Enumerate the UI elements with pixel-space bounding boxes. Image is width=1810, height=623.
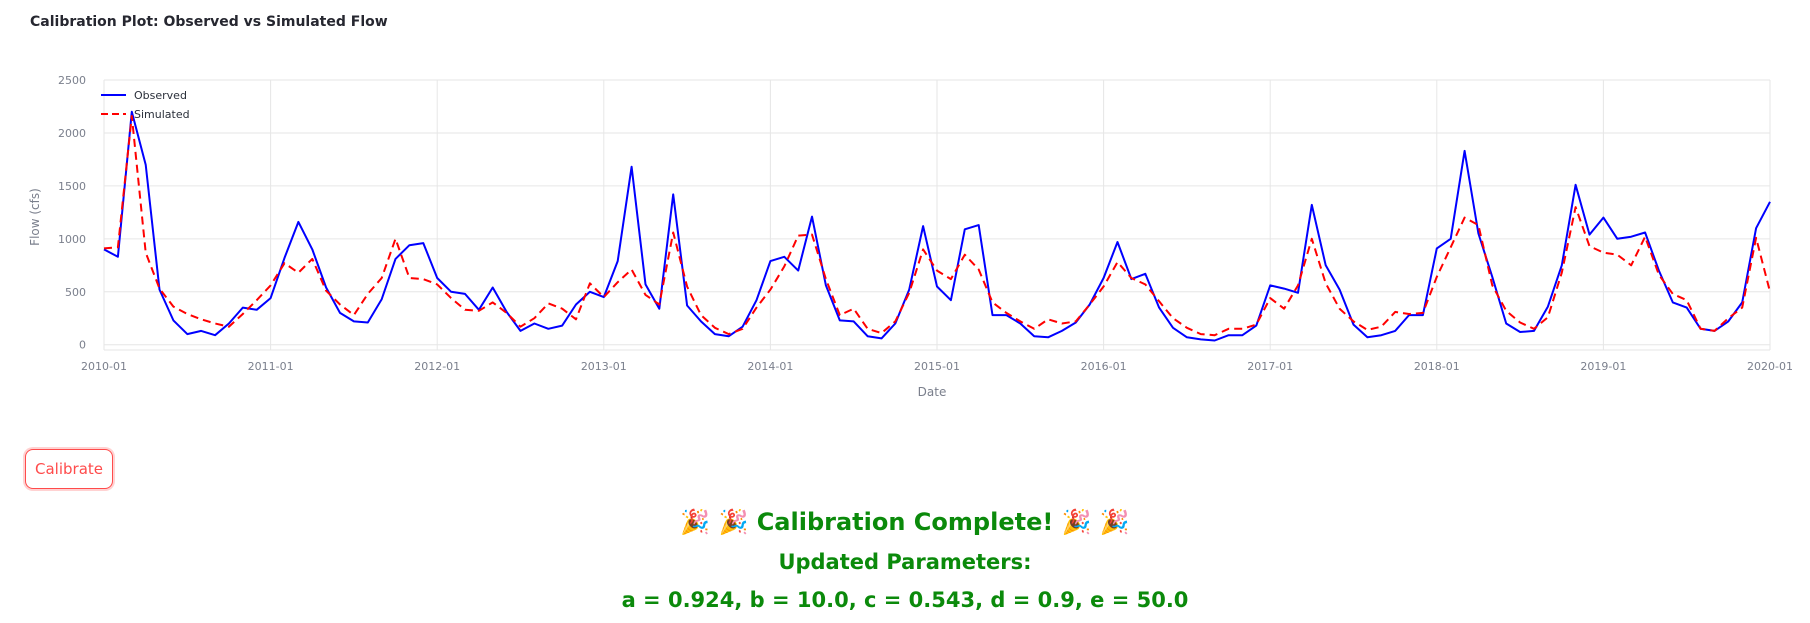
x-tick-label: 2011-01 bbox=[248, 360, 294, 373]
updated-parameters-heading: Updated Parameters: bbox=[778, 550, 1032, 574]
y-axis-ticks: 0 500 1000 1500 2000 2500 bbox=[58, 74, 86, 352]
y-tick-label: 500 bbox=[65, 286, 86, 299]
x-tick-label: 2020-01 bbox=[1747, 360, 1793, 373]
x-tick-label: 2015-01 bbox=[914, 360, 960, 373]
x-tick-label: 2014-01 bbox=[747, 360, 793, 373]
chart-grid bbox=[103, 79, 1771, 351]
x-tick-label: 2017-01 bbox=[1247, 360, 1293, 373]
y-tick-label: 1000 bbox=[58, 233, 86, 246]
legend-label-simulated: Simulated bbox=[134, 108, 190, 121]
x-axis-ticks: 2010-01 2011-01 2012-01 2013-01 2014-01 2015-… bbox=[81, 360, 1793, 373]
series-line-simulated bbox=[103, 115, 1771, 337]
calibration-complete-message: 🎉 🎉 Calibration Complete! 🎉 🎉 bbox=[680, 508, 1130, 536]
y-tick-label: 2500 bbox=[58, 74, 86, 87]
x-tick-label: 2010-01 bbox=[81, 360, 127, 373]
y-axis-label: Flow (cfs) bbox=[28, 188, 42, 246]
calibrate-button[interactable]: Calibrate bbox=[25, 449, 113, 489]
parameters-values: a = 0.924, b = 10.0, c = 0.543, d = 0.9,… bbox=[621, 588, 1189, 612]
x-tick-label: 2018-01 bbox=[1414, 360, 1460, 373]
x-tick-label: 2013-01 bbox=[581, 360, 627, 373]
flow-chart: 0 500 1000 1500 2000 2500 2010-01 2011-01 2012-… bbox=[28, 74, 1793, 399]
y-tick-label: 1500 bbox=[58, 180, 86, 193]
series-line-observed bbox=[103, 110, 1771, 342]
y-tick-label: 2000 bbox=[58, 127, 86, 140]
chart-lines bbox=[103, 110, 1771, 342]
legend-label-observed: Observed bbox=[134, 89, 187, 102]
y-tick-label: 0 bbox=[79, 339, 86, 352]
chart-legend: Observed Simulated bbox=[101, 89, 190, 121]
x-tick-label: 2012-01 bbox=[414, 360, 460, 373]
x-axis-label: Date bbox=[918, 385, 947, 399]
x-tick-label: 2019-01 bbox=[1580, 360, 1626, 373]
chart-title: Calibration Plot: Observed vs Simulated … bbox=[30, 14, 388, 30]
x-tick-label: 2016-01 bbox=[1081, 360, 1127, 373]
